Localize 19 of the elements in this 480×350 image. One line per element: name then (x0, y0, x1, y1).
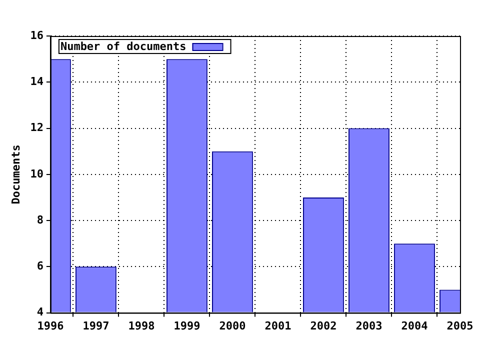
y-tick-label: 8 (36, 213, 44, 226)
y-tick-label: 16 (30, 28, 44, 42)
x-tick-label: 2004 (401, 319, 428, 332)
y-tick-label: 10 (30, 167, 44, 180)
x-tick-label: 2001 (264, 319, 292, 332)
x-tick-label: 2002 (310, 319, 337, 332)
legend-label: Number of documents (60, 40, 186, 53)
x-tick-label: 1998 (128, 319, 155, 332)
y-tick-label: 14 (30, 74, 44, 88)
x-tick-label: 2000 (219, 319, 246, 332)
x-tick-label: 2005 (446, 319, 474, 332)
x-tick-label: 1999 (174, 319, 200, 332)
x-tick-label: 1997 (82, 319, 110, 332)
y-tick-label: 6 (36, 260, 44, 273)
y-tick-label: 12 (30, 121, 44, 134)
x-tick-label: 1996 (37, 319, 64, 332)
x-tick-label: 2003 (356, 319, 382, 332)
y-tick-label: 4 (36, 306, 44, 319)
y-axis-title: Documents (9, 144, 22, 204)
